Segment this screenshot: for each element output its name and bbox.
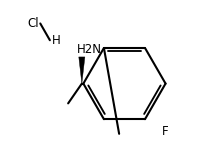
Text: F: F <box>161 125 168 138</box>
Text: Cl: Cl <box>27 17 39 30</box>
Text: H: H <box>51 34 60 47</box>
Text: H2N: H2N <box>77 43 102 56</box>
Polygon shape <box>79 57 85 84</box>
